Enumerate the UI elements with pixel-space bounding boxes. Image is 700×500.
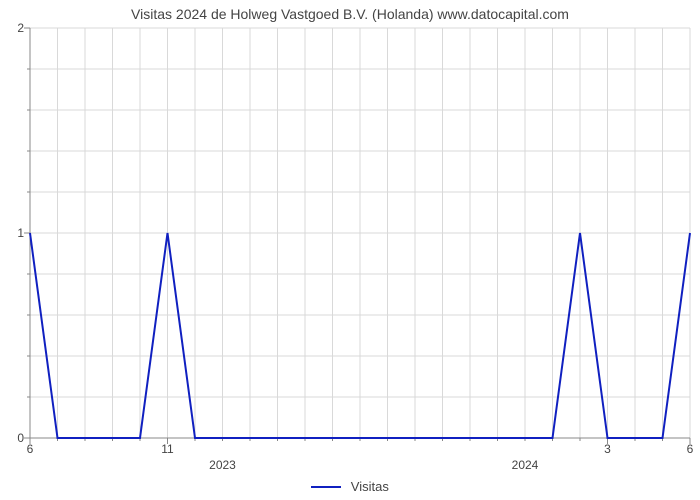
- plot-area: 012 61136: [30, 28, 690, 438]
- legend-swatch: [311, 486, 341, 488]
- legend: Visitas: [0, 478, 700, 494]
- plot-svg: [30, 28, 690, 438]
- y-tick-label: 2: [17, 21, 30, 35]
- line-chart: Visitas 2024 de Holweg Vastgoed B.V. (Ho…: [0, 0, 700, 500]
- x-secondary-label: 2024: [512, 458, 539, 472]
- legend-label: Visitas: [351, 479, 389, 494]
- x-tick-label: 3: [604, 438, 611, 456]
- x-tick-label: 11: [161, 438, 173, 456]
- y-tick-label: 1: [17, 226, 30, 240]
- x-tick-label: 6: [687, 438, 694, 456]
- chart-title: Visitas 2024 de Holweg Vastgoed B.V. (Ho…: [0, 6, 700, 22]
- x-secondary-label: 2023: [209, 458, 236, 472]
- x-tick-label: 6: [27, 438, 34, 456]
